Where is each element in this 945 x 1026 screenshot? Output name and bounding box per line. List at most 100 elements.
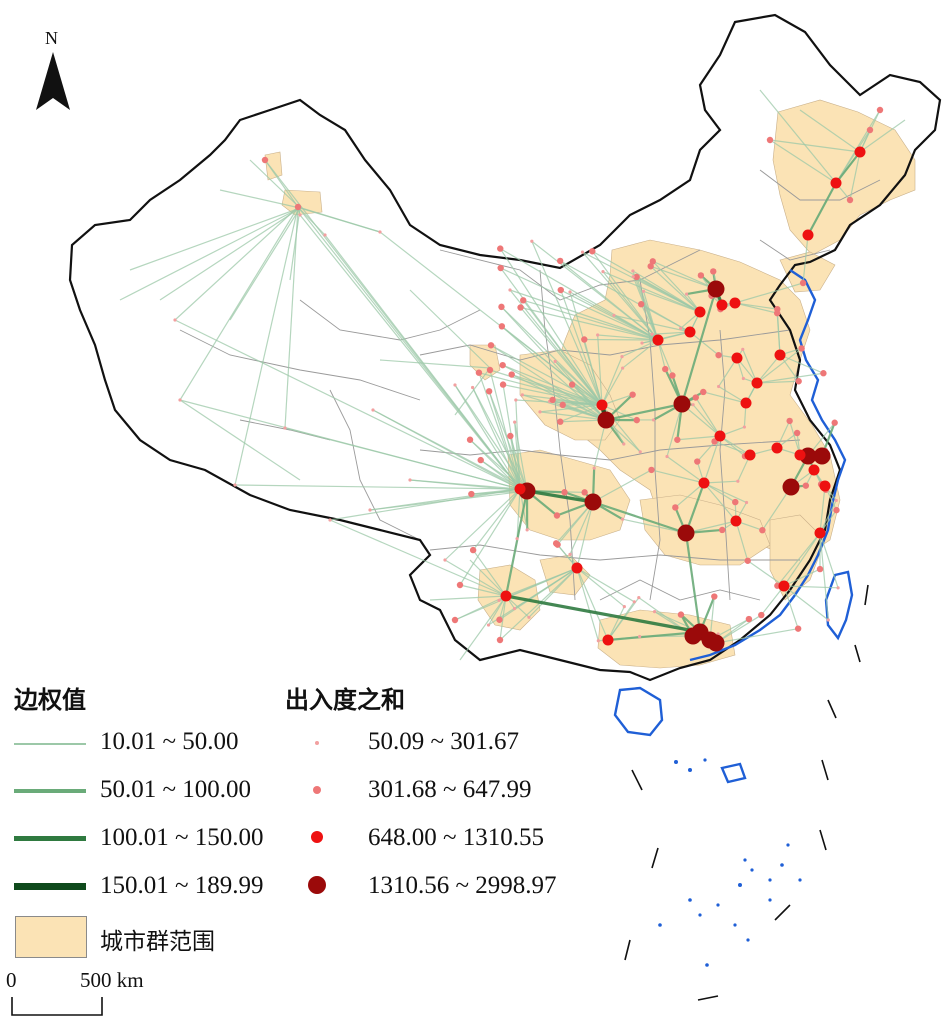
city-node: [684, 627, 702, 645]
network-edge: [490, 344, 603, 406]
city-node: [497, 245, 504, 252]
network-edge: [592, 250, 701, 313]
network-edge: [372, 409, 528, 492]
city-node: [621, 366, 625, 370]
network-edge: [605, 402, 683, 422]
network-edge: [756, 354, 781, 384]
city-node: [766, 136, 774, 144]
network-edge: [500, 267, 659, 341]
city-node: [508, 371, 515, 378]
city-node: [514, 398, 518, 402]
node-legend-dot-1: [315, 741, 319, 745]
network-edge: [174, 319, 521, 490]
city-node: [662, 365, 669, 373]
edge-legend-label-4: 150.01 ~ 189.99: [100, 872, 264, 899]
network-edge: [769, 139, 837, 184]
network-edge: [454, 384, 521, 490]
network-edge: [509, 289, 659, 341]
city-node: [553, 512, 561, 519]
edge-legend-line-4: [14, 883, 86, 890]
city-node: [261, 156, 269, 164]
cluster-harbin-changchun: [772, 99, 916, 256]
network-edge: [734, 302, 778, 310]
edge-legend-line-3: [14, 836, 86, 841]
network-edge: [783, 585, 829, 621]
city-node: [497, 264, 504, 272]
city-node: [328, 518, 332, 522]
city-node: [637, 596, 641, 600]
network-edge: [759, 89, 837, 184]
city-node: [730, 515, 742, 527]
city-node: [673, 395, 691, 413]
network-edge: [523, 299, 659, 341]
network-edge: [555, 501, 594, 544]
city-node: [741, 376, 745, 381]
network-edge: [522, 299, 603, 406]
network-edge: [859, 119, 906, 153]
city-node: [691, 403, 695, 407]
network-edge: [179, 206, 299, 401]
city-node: [581, 489, 588, 496]
south-sea-islands: [658, 758, 802, 967]
network-edge: [622, 518, 687, 534]
city-node: [527, 615, 531, 619]
city-node: [580, 250, 585, 254]
network-edge: [718, 357, 738, 387]
city-node: [652, 610, 657, 614]
city-node: [652, 334, 664, 346]
network-edge: [776, 532, 821, 587]
city-node: [694, 306, 706, 318]
network-edge: [499, 248, 603, 406]
city-node: [710, 268, 717, 275]
city-node: [513, 420, 517, 424]
node-legend-label-4: 1310.56 ~ 2998.97: [368, 872, 557, 899]
network-edge: [650, 265, 717, 290]
network-edge: [641, 331, 691, 344]
network-edge: [576, 567, 609, 641]
city-node: [178, 398, 182, 402]
network-edge: [742, 349, 758, 384]
city-node: [833, 506, 840, 514]
network-edge: [783, 585, 799, 629]
city-node: [638, 634, 642, 639]
city-node: [486, 623, 491, 627]
node-legend-dot-2: [313, 786, 321, 794]
scale-end: 500 km: [80, 968, 144, 992]
network-edge: [454, 567, 578, 621]
city-node: [283, 426, 287, 430]
network-edge: [514, 422, 528, 492]
city-node: [802, 229, 814, 241]
city-node: [742, 425, 746, 429]
city-node: [468, 490, 475, 498]
city-node: [622, 604, 626, 609]
network-edge: [444, 488, 521, 561]
network-edge: [459, 595, 507, 661]
city-node: [651, 418, 656, 422]
network-edge: [819, 532, 829, 621]
city-node: [665, 454, 669, 459]
network-edge: [526, 489, 594, 504]
network-edge: [776, 313, 781, 356]
city-node: [552, 540, 560, 547]
network-edge: [454, 384, 528, 492]
node-legend-label-3: 648.00 ~ 1310.55: [368, 824, 545, 851]
city-node: [485, 388, 493, 395]
city-node: [707, 280, 725, 298]
network-edge: [459, 584, 507, 597]
edge-legend-title: 边权值: [14, 686, 86, 714]
city-node: [368, 508, 372, 512]
network-edge: [783, 568, 821, 587]
city-node: [799, 279, 807, 287]
network-edge: [783, 585, 839, 589]
network-edge: [505, 594, 701, 634]
network-edge: [472, 549, 507, 597]
city-node: [496, 636, 504, 644]
network-edge: [715, 628, 799, 644]
city-node: [456, 581, 464, 589]
city-node: [631, 269, 635, 273]
network-edge: [299, 207, 381, 233]
network-edge: [489, 369, 521, 490]
network-edge: [539, 411, 607, 421]
city-node: [707, 634, 725, 652]
city-node: [451, 616, 459, 624]
